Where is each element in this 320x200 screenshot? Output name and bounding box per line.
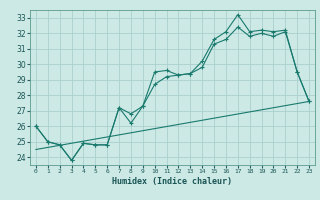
X-axis label: Humidex (Indice chaleur): Humidex (Indice chaleur) bbox=[113, 177, 233, 186]
